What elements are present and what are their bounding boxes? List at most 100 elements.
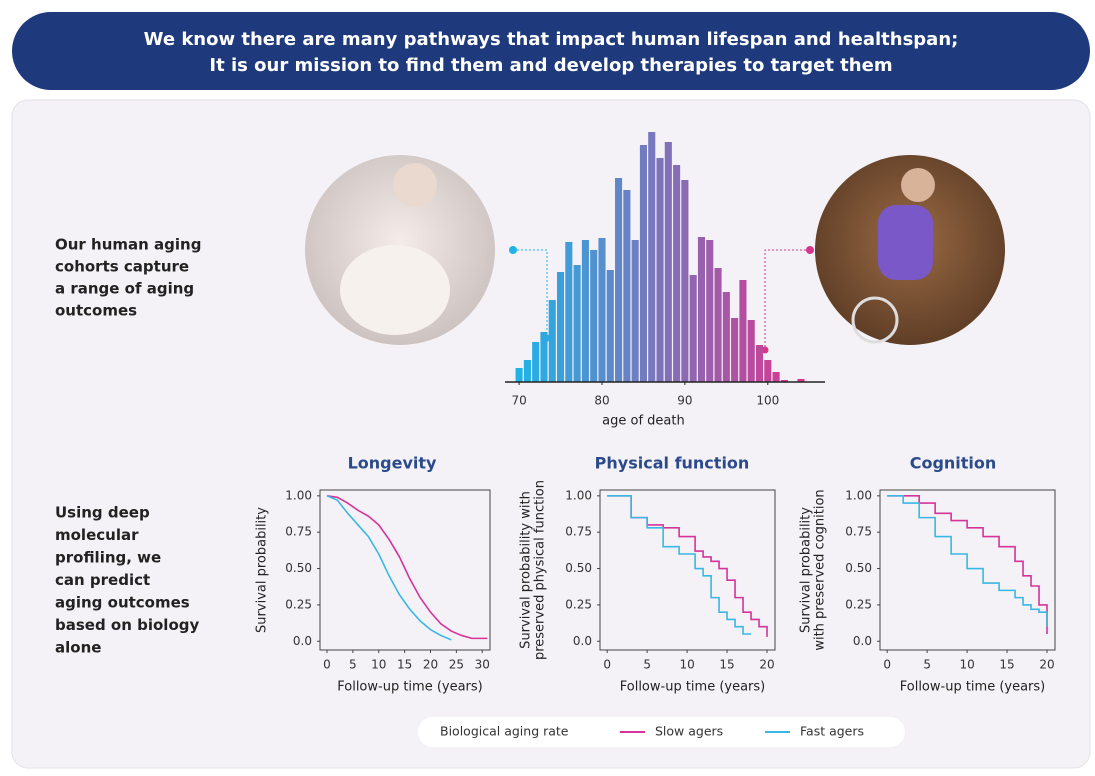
survival-curve bbox=[326, 495, 488, 640]
x-tick-label: 25 bbox=[449, 658, 464, 672]
left-text: outcomes bbox=[55, 302, 137, 320]
y-tick-label: 0.50 bbox=[565, 561, 592, 575]
photo-elderly bbox=[305, 155, 495, 345]
histogram-bar bbox=[565, 242, 573, 382]
histogram-bar bbox=[706, 240, 714, 382]
histogram-bar bbox=[556, 272, 565, 382]
photo-cyclist bbox=[815, 155, 1005, 345]
left-text: alone bbox=[55, 639, 101, 657]
chart-title: Cognition bbox=[910, 454, 997, 473]
x-tick-label: 5 bbox=[643, 658, 651, 672]
survival-curve bbox=[887, 495, 1048, 634]
histogram-bar bbox=[540, 332, 548, 382]
x-tick-label: 10 bbox=[679, 658, 694, 672]
connector-right bbox=[761, 246, 814, 354]
x-tick-label: 5 bbox=[923, 658, 931, 672]
survival-curve bbox=[607, 495, 752, 635]
y-axis-label: Survival probability with bbox=[519, 491, 534, 649]
histogram-bar bbox=[623, 190, 631, 382]
y-tick-label: 0.25 bbox=[285, 597, 312, 611]
histogram-bar bbox=[515, 368, 523, 382]
x-axis-label: age of death bbox=[602, 414, 685, 429]
x-tick-label: 70 bbox=[511, 394, 526, 408]
y-tick-label: 0.0 bbox=[573, 634, 592, 648]
histogram-bar bbox=[631, 240, 639, 382]
x-tick-label: 20 bbox=[759, 658, 774, 672]
survival-curve bbox=[607, 495, 768, 637]
y-axis-label: preserved physical function bbox=[533, 480, 548, 660]
histogram-bar bbox=[581, 240, 589, 382]
x-tick-label: 20 bbox=[1039, 658, 1054, 672]
x-tick-label: 90 bbox=[677, 394, 692, 408]
histogram-bar bbox=[714, 268, 722, 382]
histogram-bar bbox=[689, 275, 697, 382]
left-text: profiling, we bbox=[55, 549, 161, 567]
y-axis-label: with preserved cognition bbox=[813, 489, 828, 650]
legend-title: Biological aging rate bbox=[440, 724, 569, 739]
header-line: It is our mission to find them and devel… bbox=[209, 55, 892, 76]
legend-box bbox=[418, 717, 905, 747]
y-axis-label: Survival probability bbox=[799, 507, 814, 633]
left-text: cohorts capture bbox=[55, 258, 189, 276]
histogram-bar bbox=[772, 372, 780, 382]
chart-title: Physical function bbox=[595, 454, 750, 473]
chart-title: Longevity bbox=[348, 454, 437, 473]
legend-label: Slow agers bbox=[655, 724, 723, 739]
survival-curve bbox=[887, 495, 1048, 627]
left-text: based on biology bbox=[55, 616, 199, 634]
legend-label: Fast agers bbox=[800, 724, 864, 739]
x-axis-label: Follow-up time (years) bbox=[620, 680, 766, 695]
y-tick-label: 0.75 bbox=[845, 525, 872, 539]
histogram-bar bbox=[648, 132, 656, 382]
x-tick-label: 100 bbox=[756, 394, 779, 408]
histogram-bar bbox=[739, 280, 747, 382]
y-tick-label: 1.00 bbox=[285, 488, 312, 502]
left-text: can predict bbox=[55, 571, 150, 589]
x-tick-label: 80 bbox=[594, 394, 609, 408]
y-tick-label: 0.50 bbox=[845, 561, 872, 575]
x-axis-label: Follow-up time (years) bbox=[900, 680, 1046, 695]
x-tick-label: 30 bbox=[475, 658, 490, 672]
y-tick-label: 0.75 bbox=[565, 525, 592, 539]
header-line: We know there are many pathways that imp… bbox=[144, 29, 959, 50]
histogram-bar bbox=[598, 238, 606, 382]
x-tick-label: 15 bbox=[999, 658, 1014, 672]
x-tick-label: 0 bbox=[883, 658, 891, 672]
histogram-bar bbox=[747, 320, 755, 382]
left-text: Our human aging bbox=[55, 236, 201, 254]
y-tick-label: 0.0 bbox=[293, 634, 312, 648]
x-tick-label: 15 bbox=[719, 658, 734, 672]
x-tick-label: 20 bbox=[423, 658, 438, 672]
x-tick-label: 0 bbox=[603, 658, 611, 672]
y-tick-label: 0.25 bbox=[565, 597, 592, 611]
histogram-bar bbox=[731, 318, 739, 382]
histogram-bar bbox=[780, 380, 788, 382]
histogram-bar bbox=[523, 360, 531, 382]
left-text: aging outcomes bbox=[55, 594, 190, 612]
x-tick-label: 10 bbox=[959, 658, 974, 672]
histogram-bar bbox=[532, 342, 540, 382]
x-tick-label: 5 bbox=[349, 658, 357, 672]
left-text: Using deep bbox=[55, 504, 150, 522]
y-axis-label: Survival probability bbox=[255, 507, 270, 633]
x-axis-label: Follow-up time (years) bbox=[337, 680, 483, 695]
y-tick-label: 1.00 bbox=[845, 488, 872, 502]
y-tick-label: 0.25 bbox=[845, 597, 872, 611]
y-tick-label: 1.00 bbox=[565, 488, 592, 502]
histogram-bar bbox=[615, 178, 623, 382]
histogram-bar bbox=[673, 165, 681, 382]
y-tick-label: 0.50 bbox=[285, 561, 312, 575]
histogram-bar bbox=[573, 265, 581, 382]
histogram-bar bbox=[656, 158, 664, 382]
histogram-bar bbox=[797, 379, 805, 382]
x-tick-label: 15 bbox=[397, 658, 412, 672]
left-text: a range of aging bbox=[55, 280, 194, 298]
header-banner bbox=[12, 12, 1090, 90]
histogram-bar bbox=[606, 270, 614, 382]
histogram-bar bbox=[590, 250, 598, 382]
survival-curve bbox=[326, 495, 452, 641]
y-tick-label: 0.75 bbox=[285, 525, 312, 539]
histogram-bar bbox=[681, 180, 689, 382]
x-tick-label: 0 bbox=[323, 658, 331, 672]
